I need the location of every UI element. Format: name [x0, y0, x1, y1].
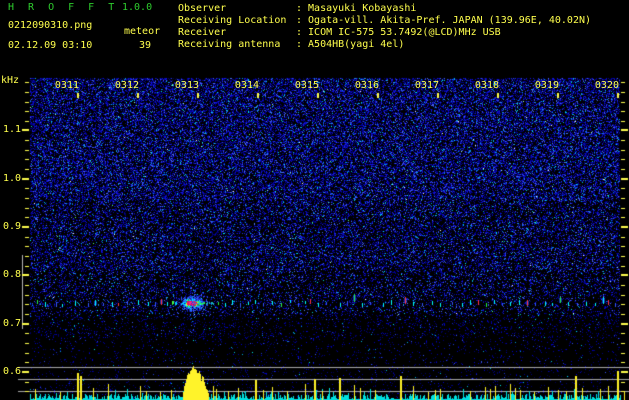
freq-tick-label: 1.0: [2, 173, 21, 184]
freq-tick-label: 0.6: [2, 366, 21, 377]
station-info: Observer: Masayuki Kobayashi Receiving Lo…: [178, 3, 591, 51]
freq-tick-label: 0.7: [2, 318, 21, 329]
time-tick-label: 0318: [474, 80, 499, 91]
info-label: Receiving antenna: [178, 39, 281, 50]
freq-tick-label: 0.9: [2, 221, 21, 232]
info-value: : Masayuki Kobayashi: [296, 3, 417, 14]
info-value: : Ogata-vill. Akita-Pref. JAPAN (139.96E…: [296, 15, 592, 26]
time-tick-label: 0320: [594, 80, 619, 91]
freq-tick-label: 0.8: [2, 269, 21, 280]
station-info-row: Receiving antenna : A504HB(yagi 4el): [178, 39, 591, 51]
time-tick-label: 0313: [174, 80, 199, 91]
output-filename: 0212090310.png: [8, 20, 93, 31]
info-value: : ICOM IC-575 53.7492(@LCD)MHz USB: [296, 27, 501, 38]
station-info-row: Receiver : ICOM IC-575 53.7492(@LCD)MHz U…: [178, 27, 591, 39]
app-title: H R O F F T: [8, 2, 119, 13]
app-version: 1.0.0: [122, 2, 153, 13]
observation-mode: meteor: [124, 26, 161, 37]
time-tick-label: 0315: [294, 80, 319, 91]
time-tick-label: 0311: [54, 80, 79, 91]
time-tick-label: 0317: [414, 80, 439, 91]
station-info-row: Observer : Masayuki Kobayashi: [178, 3, 591, 15]
time-tick-label: 0316: [354, 80, 379, 91]
freq-tick-label: 1.1: [2, 124, 21, 135]
info-label: Receiver: [178, 27, 227, 38]
info-value: : A504HB(yagi 4el): [296, 39, 405, 50]
info-label: Observer: [178, 3, 227, 14]
freq-axis-unit: kHz: [1, 75, 20, 86]
station-info-row: Receiving Location : Ogata-vill. Akita-Pr…: [178, 15, 591, 27]
time-tick-label: 0314: [234, 80, 259, 91]
info-label: Receiving Location: [178, 15, 287, 26]
meteor-count: 39: [139, 40, 152, 51]
observation-datetime: 02.12.09 03:10: [8, 40, 93, 51]
time-tick-label: 0319: [534, 80, 559, 91]
time-tick-label: 0312: [114, 80, 139, 91]
